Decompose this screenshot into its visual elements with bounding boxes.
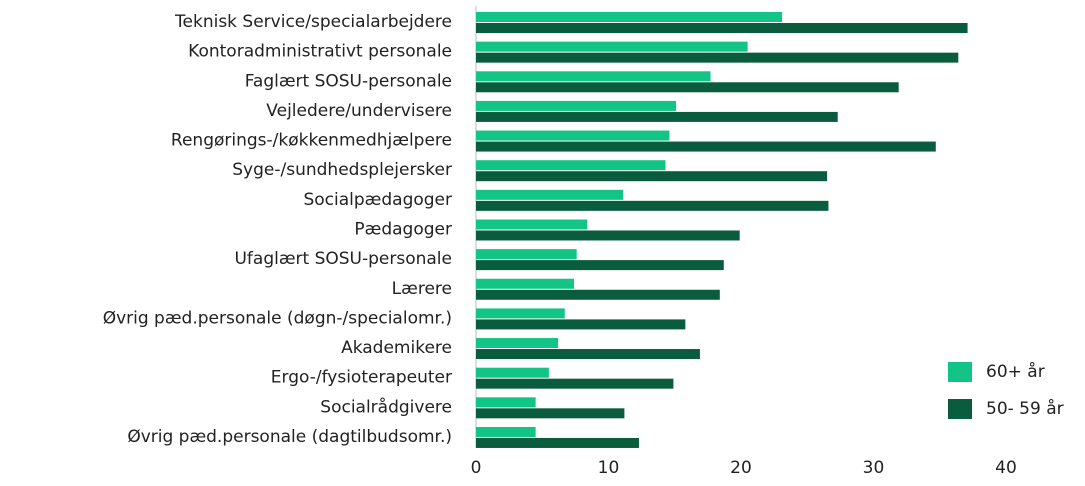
y-tick-label: Ufaglært SOSU-personale — [234, 249, 452, 269]
y-tick-label: Øvrig pæd.personale (døgn-/specialomr.) — [103, 308, 452, 328]
x-tick-label: 30 — [863, 458, 885, 478]
y-tick-label: Faglært SOSU-personale — [245, 71, 452, 91]
bar — [476, 52, 959, 63]
y-tick-label: Akademikere — [341, 338, 452, 358]
y-tick-label: Pædagoger — [354, 219, 452, 239]
bar — [476, 278, 575, 289]
y-tick-label: Vejledere/undervisere — [266, 101, 452, 121]
bar — [476, 189, 624, 200]
x-tick-label: 10 — [598, 458, 620, 478]
bar — [476, 426, 536, 437]
bar — [476, 308, 565, 319]
bar — [476, 437, 639, 448]
y-tick-label: Ergo-/fysioterapeuter — [271, 368, 452, 388]
x-tick-label: 20 — [730, 458, 752, 478]
legend-swatch — [948, 399, 972, 419]
bar — [476, 41, 748, 52]
bar — [476, 171, 828, 182]
bar — [476, 289, 720, 300]
bar — [476, 230, 740, 241]
legend-swatch — [948, 362, 972, 382]
bar — [476, 219, 588, 230]
x-tick-label: 40 — [995, 458, 1017, 478]
bar — [476, 408, 625, 419]
y-tick-label: Teknisk Service/specialarbejdere — [174, 12, 452, 32]
bar — [476, 397, 536, 408]
bar — [476, 100, 677, 111]
x-tick-label: 0 — [471, 458, 482, 478]
bar — [476, 349, 700, 360]
bar — [476, 319, 686, 330]
bar — [476, 160, 666, 171]
bar — [476, 82, 899, 93]
y-tick-label: Kontoradministrativt personale — [188, 42, 452, 62]
bar — [476, 249, 577, 260]
bar — [476, 23, 968, 33]
bar — [476, 260, 724, 271]
bar — [476, 71, 711, 82]
bar — [476, 12, 783, 22]
y-tick-label: Lærere — [392, 279, 452, 299]
bar — [476, 200, 829, 211]
y-tick-label: Rengørings-/køkkenmedhjælpere — [171, 131, 452, 151]
bar — [476, 367, 549, 378]
bar — [476, 111, 838, 122]
legend-label: 50- 59 år — [986, 398, 1064, 419]
y-tick-label: Socialrådgivere — [320, 396, 452, 417]
bar — [476, 338, 559, 349]
legend-label: 60+ år — [986, 361, 1045, 382]
y-tick-label: Socialpædagoger — [303, 190, 452, 210]
y-tick-label: Syge-/sundhedsplejersker — [232, 160, 452, 180]
bar — [476, 141, 936, 152]
bar — [476, 378, 674, 389]
y-tick-label: Øvrig pæd.personale (dagtilbudsomr.) — [127, 427, 452, 447]
bar — [476, 130, 670, 141]
